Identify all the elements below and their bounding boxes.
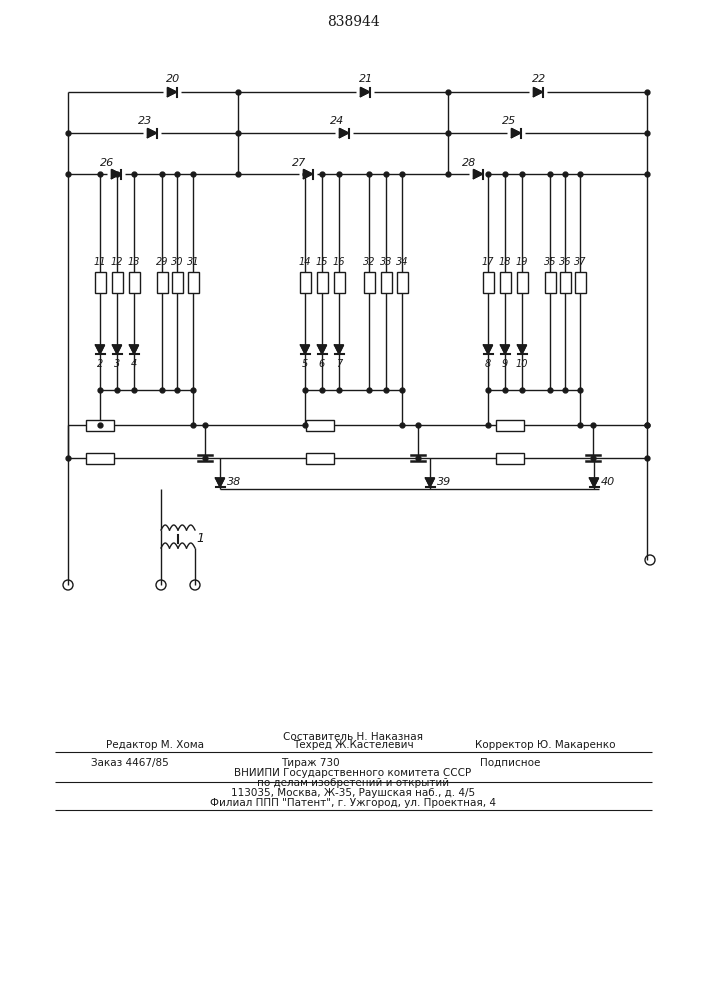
Text: 37: 37	[574, 257, 586, 267]
Bar	[86, 420, 114, 430]
Bar	[559, 271, 571, 292]
Polygon shape	[501, 345, 510, 354]
Text: 9: 9	[502, 359, 508, 369]
Polygon shape	[426, 478, 435, 487]
Bar	[86, 452, 114, 464]
Bar	[112, 271, 122, 292]
Text: 40: 40	[601, 477, 615, 487]
Text: 30: 30	[171, 257, 183, 267]
Polygon shape	[303, 169, 312, 178]
Bar	[544, 271, 556, 292]
Text: 8: 8	[485, 359, 491, 369]
Bar	[517, 271, 527, 292]
Text: 2: 2	[97, 359, 103, 369]
Text: 28: 28	[462, 158, 476, 168]
Text: 22: 22	[532, 74, 546, 84]
Text: 838944: 838944	[327, 15, 380, 29]
Bar	[300, 271, 310, 292]
Text: 33: 33	[380, 257, 392, 267]
Bar	[363, 271, 375, 292]
Polygon shape	[534, 88, 542, 97]
Text: 27: 27	[292, 158, 306, 168]
Polygon shape	[511, 128, 520, 137]
Text: 11: 11	[94, 257, 106, 267]
Text: 17: 17	[481, 257, 494, 267]
Bar	[95, 271, 105, 292]
Text: 113035, Москва, Ж-35, Раушская наб., д. 4/5: 113035, Москва, Ж-35, Раушская наб., д. …	[231, 788, 475, 798]
Text: 38: 38	[227, 477, 241, 487]
Text: 20: 20	[166, 74, 180, 84]
Text: 36: 36	[559, 257, 571, 267]
Polygon shape	[484, 345, 493, 354]
Bar	[156, 271, 168, 292]
Text: 7: 7	[336, 359, 342, 369]
Bar	[306, 420, 334, 430]
Text: 16: 16	[333, 257, 345, 267]
Polygon shape	[112, 345, 122, 354]
Bar	[334, 271, 344, 292]
Text: 10: 10	[515, 359, 528, 369]
Polygon shape	[95, 345, 105, 354]
Text: Заказ 4467/85: Заказ 4467/85	[91, 758, 169, 768]
Polygon shape	[168, 88, 177, 97]
Polygon shape	[361, 88, 370, 97]
Text: 32: 32	[363, 257, 375, 267]
Bar	[575, 271, 585, 292]
Bar	[129, 271, 139, 292]
Bar	[482, 271, 493, 292]
Polygon shape	[216, 478, 225, 487]
Text: 6: 6	[319, 359, 325, 369]
Text: 15: 15	[316, 257, 328, 267]
Bar	[380, 271, 392, 292]
Text: Корректор Ю. Макаренко: Корректор Ю. Макаренко	[474, 740, 615, 750]
Text: 12: 12	[111, 257, 123, 267]
Text: 39: 39	[437, 477, 451, 487]
Polygon shape	[112, 169, 120, 178]
Bar	[172, 271, 182, 292]
Text: Подписное: Подписное	[480, 758, 540, 768]
Text: ВНИИПИ Государственного комитета СССР: ВНИИПИ Государственного комитета СССР	[235, 768, 472, 778]
Text: 5: 5	[302, 359, 308, 369]
Text: 26: 26	[100, 158, 114, 168]
Text: 19: 19	[515, 257, 528, 267]
Text: 18: 18	[498, 257, 511, 267]
Polygon shape	[148, 128, 156, 137]
Polygon shape	[590, 478, 599, 487]
Text: 23: 23	[138, 116, 152, 126]
Text: 21: 21	[359, 74, 373, 84]
Polygon shape	[317, 345, 327, 354]
Text: Филиал ППП "Патент", г. Ужгород, ул. Проектная, 4: Филиал ППП "Патент", г. Ужгород, ул. Про…	[210, 798, 496, 808]
Bar	[317, 271, 327, 292]
Text: 14: 14	[299, 257, 311, 267]
Text: Техред Ж.Кастелевич: Техред Ж.Кастелевич	[293, 740, 414, 750]
Bar	[500, 271, 510, 292]
Text: 35: 35	[544, 257, 556, 267]
Polygon shape	[300, 345, 310, 354]
Text: 34: 34	[396, 257, 408, 267]
Text: 29: 29	[156, 257, 168, 267]
Bar	[496, 420, 524, 430]
Text: Редактор М. Хома: Редактор М. Хома	[106, 740, 204, 750]
Text: 31: 31	[187, 257, 199, 267]
Bar	[187, 271, 199, 292]
Text: по делам изобретений и открытий: по делам изобретений и открытий	[257, 778, 449, 788]
Text: 13: 13	[128, 257, 140, 267]
Bar	[496, 452, 524, 464]
Text: 1: 1	[196, 532, 204, 546]
Text: 4: 4	[131, 359, 137, 369]
Text: 25: 25	[502, 116, 516, 126]
Bar	[306, 452, 334, 464]
Text: Составитель Н. Наказная: Составитель Н. Наказная	[283, 732, 423, 742]
Polygon shape	[334, 345, 344, 354]
Text: 3: 3	[114, 359, 120, 369]
Text: Тираж 730: Тираж 730	[281, 758, 339, 768]
Polygon shape	[474, 169, 482, 178]
Text: 24: 24	[330, 116, 344, 126]
Polygon shape	[339, 128, 349, 137]
Bar	[397, 271, 407, 292]
Polygon shape	[129, 345, 139, 354]
Polygon shape	[518, 345, 527, 354]
